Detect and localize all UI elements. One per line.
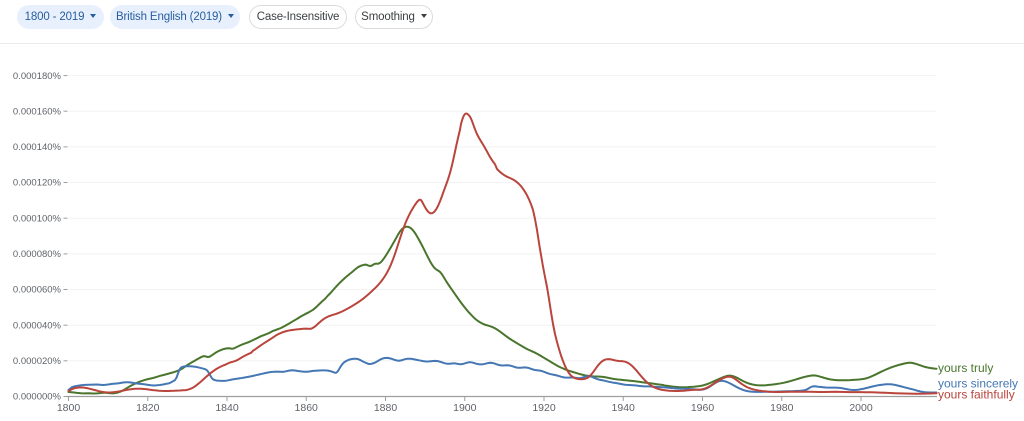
- svg-text:0.000120%: 0.000120%: [13, 178, 62, 189]
- svg-text:0.000160%: 0.000160%: [13, 106, 62, 117]
- svg-text:1980: 1980: [770, 402, 794, 414]
- svg-text:0.000080%: 0.000080%: [13, 249, 62, 260]
- svg-text:0.000100%: 0.000100%: [13, 213, 62, 224]
- svg-text:1920: 1920: [532, 402, 556, 414]
- svg-text:1800: 1800: [57, 402, 81, 414]
- svg-text:0.000140%: 0.000140%: [13, 142, 62, 153]
- svg-text:yours sincerely: yours sincerely: [938, 377, 1018, 391]
- svg-text:0.000040%: 0.000040%: [13, 320, 62, 331]
- svg-text:1880: 1880: [374, 402, 398, 414]
- svg-text:1860: 1860: [295, 402, 319, 414]
- svg-text:1960: 1960: [691, 402, 715, 414]
- svg-text:0.000000%: 0.000000%: [13, 392, 62, 403]
- svg-text:0.000020%: 0.000020%: [13, 356, 62, 367]
- svg-text:1940: 1940: [612, 402, 636, 414]
- svg-text:2000: 2000: [849, 402, 873, 414]
- svg-text:1900: 1900: [453, 402, 477, 414]
- svg-text:0.000060%: 0.000060%: [13, 285, 62, 296]
- svg-text:0.000180%: 0.000180%: [13, 71, 62, 82]
- svg-text:yours faithfully: yours faithfully: [938, 388, 1015, 402]
- svg-text:1840: 1840: [215, 402, 239, 414]
- svg-text:yours truly: yours truly: [938, 361, 993, 375]
- svg-text:1820: 1820: [136, 402, 160, 414]
